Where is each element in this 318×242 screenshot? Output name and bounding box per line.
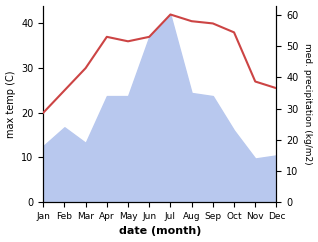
Y-axis label: med. precipitation (kg/m2): med. precipitation (kg/m2) — [303, 43, 313, 165]
X-axis label: date (month): date (month) — [119, 227, 201, 236]
Y-axis label: max temp (C): max temp (C) — [5, 70, 16, 138]
